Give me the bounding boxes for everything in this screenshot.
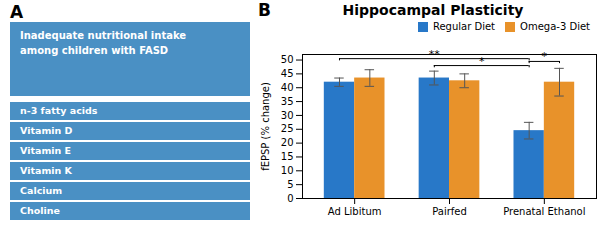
svg-text:5: 5	[287, 179, 293, 190]
html-text:n-3 fatty acids: n-3 fatty acids	[20, 105, 98, 116]
html-text:A: A	[10, 2, 24, 22]
html-text:Choline: Choline	[20, 205, 60, 216]
svg-text:30: 30	[281, 110, 294, 121]
svg-text:*: *	[542, 50, 548, 63]
svg-text:35: 35	[281, 96, 294, 107]
svg-text:15: 15	[281, 151, 294, 162]
html-text:B: B	[258, 0, 271, 20]
html-text:Inadequate nutritional intake: Inadequate nutritional intake among chil…	[20, 30, 187, 56]
svg-text:50: 50	[281, 54, 294, 65]
svg-text:40: 40	[281, 82, 294, 93]
svg-text:10: 10	[281, 165, 294, 176]
html-text:Omega-3 Diet: Omega-3 Diet	[520, 21, 590, 32]
html-text:Regular Diet: Regular Diet	[433, 21, 495, 32]
svg-text:Prenatal Ethanol: Prenatal Ethanol	[503, 206, 585, 217]
html-text:Vitamin K: Vitamin K	[20, 165, 72, 176]
html-text:Vitamin D: Vitamin D	[20, 125, 73, 136]
html-text:Vitamin E: Vitamin E	[20, 145, 72, 156]
svg-text:45: 45	[281, 68, 294, 79]
html-text:Calcium: Calcium	[20, 185, 63, 196]
html-text:Hippocampal Plasticity: Hippocampal Plasticity	[342, 2, 524, 18]
svg-text:Pairfed: Pairfed	[432, 206, 467, 217]
svg-text:*: *	[479, 55, 485, 68]
svg-text:**: **	[429, 48, 441, 61]
svg-text:Ad Libitum: Ad Libitum	[328, 206, 382, 217]
svg-text:fEPSP (% change): fEPSP (% change)	[260, 82, 271, 171]
svg-text:25: 25	[281, 123, 294, 134]
svg-text:0: 0	[287, 193, 293, 204]
svg-text:20: 20	[281, 137, 294, 148]
